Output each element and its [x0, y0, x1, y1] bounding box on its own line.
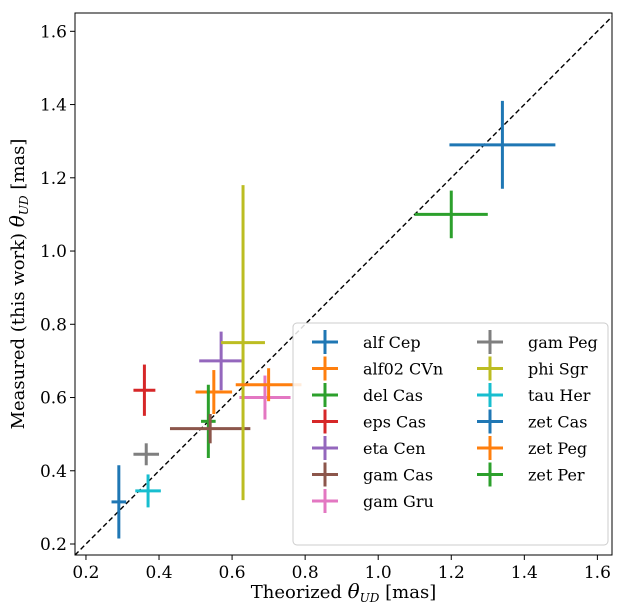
x-tick-label: 0.2 [72, 563, 99, 583]
legend: alf Cep alf02 CVn del Cas eps Cas eta Cen gam… [292, 322, 609, 546]
x-tick-label: 0.6 [219, 563, 246, 583]
legend-label: gam Gru [363, 492, 434, 511]
x-tick-label: 0.8 [292, 563, 319, 583]
legend-item: phi Sgr [477, 356, 588, 381]
y-tick-label: 0.2 [40, 535, 67, 555]
plot-area [75, 15, 612, 555]
legend-label: alf Cep [363, 333, 421, 352]
y-tick-label: 1.2 [40, 169, 67, 189]
y-tick-label: 1.0 [40, 242, 67, 262]
data-point-del-cas [201, 384, 216, 458]
legend-item: eta Cen [312, 436, 426, 460]
x-tick-label: 1.4 [511, 563, 538, 583]
data-point-zet-per [414, 190, 488, 239]
plot-frame [74, 12, 613, 556]
x-axis-label: Theorized θUD [mas] [251, 579, 436, 605]
legend-item: alf02 CVn [312, 356, 443, 381]
legend-item: eps Cas [312, 409, 426, 434]
data-point-zet-cas [449, 100, 556, 189]
data-point-eta-cen [199, 331, 244, 391]
y-tick-label: 0.8 [40, 315, 67, 335]
data-point-eps-cas [133, 364, 156, 416]
legend-label: tau Her [528, 386, 591, 405]
legend-item: gam Peg [477, 330, 598, 354]
data-point-gam-peg [133, 443, 160, 466]
x-tick-label: 1.0 [365, 563, 392, 583]
data-point-alf-cep [111, 465, 127, 539]
legend-label: gam Peg [528, 333, 598, 352]
legend-item: zet Per [477, 462, 585, 487]
legend-item: alf Cep [312, 330, 421, 354]
legend-label: zet Cas [528, 413, 587, 432]
data-point-gam-cas [169, 414, 251, 444]
legend-item: zet Cas [477, 409, 587, 434]
legend-box [292, 322, 609, 546]
data-point-gam-gru [239, 375, 291, 420]
data-point-zet-peg [235, 368, 302, 402]
legend-item: gam Gru [312, 489, 434, 513]
y-tick-label: 0.4 [40, 462, 67, 482]
axis-ticks: 0.2 0.4 0.6 0.8 1.0 1.2 1.4 1.6 0.2 0.4 0.6 0.8 1.0 1… [40, 22, 611, 583]
legend-label: eps Cas [363, 413, 426, 432]
data-point-tau-her [135, 474, 161, 508]
legend-item: del Cas [312, 383, 423, 407]
legend-label: zet Peg [528, 439, 587, 458]
x-tick-label: 1.6 [584, 563, 611, 583]
x-tick-label: 0.4 [145, 563, 172, 583]
legend-label: alf02 CVn [363, 360, 443, 379]
y-tick-label: 1.6 [40, 22, 67, 42]
data-point-phi-sgr [221, 185, 265, 501]
legend-item: zet Peg [477, 436, 587, 460]
data-point-alf02-cvn [195, 370, 233, 415]
x-tick-label: 1.2 [438, 563, 465, 583]
legend-label: phi Sgr [528, 360, 588, 379]
legend-label: gam Cas [363, 466, 433, 485]
legend-item: gam Cas [312, 462, 433, 487]
legend-label: eta Cen [363, 439, 426, 458]
y-tick-label: 1.4 [40, 96, 67, 116]
legend-label: del Cas [363, 386, 423, 405]
legend-item: tau Her [477, 383, 591, 407]
y-axis-label: Measured (this work) θUD [mas] [5, 139, 31, 430]
y-tick-label: 0.6 [40, 389, 67, 409]
legend-label: zet Per [528, 466, 585, 485]
